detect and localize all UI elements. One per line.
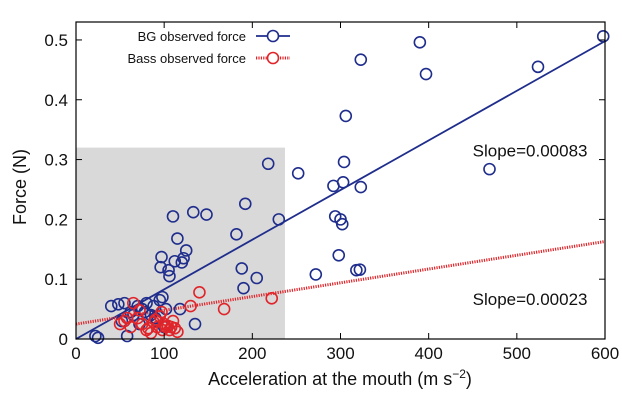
data-point	[186, 205, 200, 219]
data-point	[230, 228, 243, 241]
axes-layer: 0 100 200 300 400 500 600 0 0.1 0.2 0.3 0.4 0.5	[44, 21, 619, 363]
data-point	[413, 36, 427, 49]
x-axis-title-superscript: −2	[452, 367, 466, 381]
data-point	[336, 175, 350, 189]
data-point	[168, 321, 182, 335]
data-point	[193, 286, 206, 299]
y-tick-label: 0.1	[44, 270, 68, 289]
data-point	[339, 109, 353, 123]
x-axis-title-main: Acceleration at the mouth (m s	[208, 369, 452, 389]
y-tick-label: 0.4	[44, 91, 68, 110]
fit-lines-layer	[75, 40, 606, 340]
data-point	[332, 248, 346, 262]
data-point	[483, 162, 496, 176]
x-axis-title-suffix: )	[466, 369, 472, 389]
data-point	[177, 251, 190, 265]
y-tick-label: 0.5	[44, 31, 68, 50]
legend-label-bg: BG observed force	[138, 29, 246, 44]
data-point	[353, 263, 367, 276]
data-point	[118, 296, 131, 310]
x-tick-label: 0	[71, 344, 80, 363]
slope-annotation: Slope=0.00083	[473, 142, 588, 161]
data-point	[112, 298, 125, 311]
data-point	[127, 296, 140, 310]
data-point	[153, 293, 167, 307]
data-point	[171, 325, 184, 339]
x-tick-label: 300	[326, 344, 354, 363]
data-point	[91, 331, 105, 345]
x-tick-label: 100	[150, 344, 178, 363]
data-point	[237, 281, 250, 295]
data-point	[238, 197, 252, 211]
data-point	[291, 167, 305, 180]
data-point	[337, 155, 351, 169]
x-tick-label: 600	[591, 344, 619, 363]
data-points-layer	[89, 30, 610, 345]
data-point	[133, 303, 146, 317]
data-point	[217, 302, 231, 316]
data-point	[531, 60, 545, 74]
legend-marker-bg	[266, 29, 280, 43]
y-tick-label: 0	[59, 330, 68, 349]
x-axis-title: Acceleration at the mouth (m s−2)	[208, 367, 472, 389]
data-point	[179, 244, 193, 257]
data-point	[124, 320, 137, 334]
x-tick-label: 400	[414, 344, 442, 363]
data-point	[354, 53, 368, 66]
legend-marker-bass	[266, 51, 280, 65]
y-tick-label: 0.2	[44, 210, 68, 229]
data-point	[272, 213, 286, 226]
data-point	[156, 290, 169, 304]
data-point	[261, 157, 275, 171]
series-bass	[113, 286, 279, 340]
legend: BG observed force Bass observed force	[127, 29, 290, 66]
data-point	[104, 299, 118, 313]
data-point	[155, 250, 168, 264]
data-point	[265, 292, 279, 305]
x-tick-label: 200	[238, 344, 266, 363]
fit-line-bg	[75, 40, 606, 340]
data-point	[89, 329, 102, 343]
data-point	[596, 30, 610, 43]
data-point	[235, 262, 249, 275]
data-point	[309, 268, 323, 281]
y-axis-title: Force (N)	[10, 149, 30, 225]
data-point	[163, 269, 176, 283]
y-tick-label: 0.3	[44, 151, 68, 170]
data-point	[354, 180, 368, 194]
data-point	[166, 314, 180, 328]
data-point	[419, 67, 433, 81]
data-point	[200, 208, 213, 221]
data-point	[168, 254, 182, 268]
data-point	[171, 232, 184, 245]
legend-label-bass: Bass observed force	[127, 51, 246, 66]
data-point	[250, 271, 264, 285]
data-point	[155, 305, 168, 319]
fit-line-bass	[75, 240, 606, 326]
data-point	[162, 263, 175, 277]
data-point	[166, 210, 180, 223]
slope-annotation: Slope=0.00023	[473, 290, 588, 309]
x-tick-label: 500	[503, 344, 531, 363]
annotations-layer: Slope=0.00083 Slope=0.00023	[473, 142, 588, 309]
data-point	[335, 217, 349, 231]
data-point	[188, 317, 202, 331]
data-point	[184, 299, 197, 313]
data-point	[140, 296, 153, 310]
